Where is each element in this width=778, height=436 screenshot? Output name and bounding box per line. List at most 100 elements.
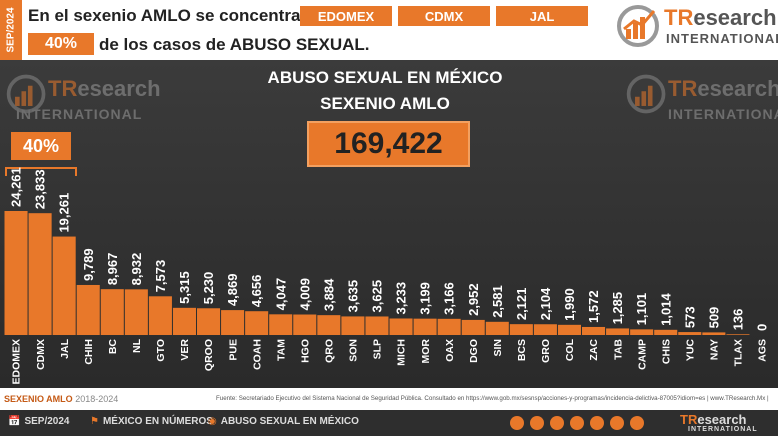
bar-slp [365, 316, 389, 335]
category-label-tlax: TLAX [733, 339, 745, 366]
bar-cdmx [28, 213, 52, 335]
category-label-hgo: HGO [299, 339, 311, 363]
category-label-oax: OAX [444, 339, 456, 362]
map-icon: ⚑ [90, 416, 99, 427]
category-label-slp: SLP [372, 339, 384, 359]
category-label-zac: ZAC [588, 339, 600, 361]
footer-section-2[interactable]: ◉ ABUSO SEXUAL EN MÉXICO [208, 416, 359, 427]
value-label-ags: 0 [755, 324, 770, 331]
value-label-chih: 9,789 [81, 248, 96, 281]
footer-date: 📅 SEP/2024 [8, 416, 70, 427]
value-label-tab: 1,285 [610, 292, 625, 325]
instagram-icon[interactable] [530, 416, 544, 430]
category-label-pue: PUE [227, 339, 239, 361]
headline-line1: En el sexenio AMLO se concentran en [28, 6, 336, 25]
value-label-pue: 4,869 [225, 274, 240, 307]
bar-col [557, 324, 581, 335]
bar-yuc [678, 332, 702, 335]
value-label-ver: 5,315 [177, 271, 192, 304]
value-label-jal: 19,261 [57, 193, 72, 233]
brand-international: INTERNATIONAL [666, 31, 778, 46]
bar-jal [52, 236, 76, 335]
value-label-oax: 3,166 [442, 282, 457, 315]
total-box: 169,422 [307, 121, 470, 167]
state-tag-edomex: EDOMEX [300, 6, 392, 26]
value-label-hgo: 4,009 [297, 278, 312, 311]
value-label-tam: 4,047 [273, 278, 288, 311]
bar-bc [100, 289, 124, 335]
state-tag-jal: JAL [496, 6, 588, 26]
value-label-mich: 3,233 [394, 282, 409, 315]
whatsapp-icon[interactable] [510, 416, 524, 430]
category-label-tab: TAB [612, 339, 624, 360]
category-label-gto: GTO [155, 339, 167, 362]
category-label-cdmx: CDMX [35, 339, 47, 370]
value-label-dgo: 2,952 [466, 283, 481, 316]
source-bar [0, 388, 778, 410]
category-label-ags: AGS [757, 339, 769, 362]
footer-section-1[interactable]: ⚑ MÉXICO EN NÚMEROS [90, 416, 213, 427]
value-label-sin: 2,581 [490, 285, 505, 318]
watermark-esearch-right: esearch [697, 76, 778, 101]
bar-mor [413, 318, 437, 335]
category-label-camp: CAMP [636, 339, 648, 370]
watermark-esearch: esearch [77, 76, 161, 101]
bar-chart: 24,261 EDOMEX 23,833 CDMX 19,261 JAL 9,789 CHIH… [4, 167, 770, 385]
value-label-edomex: 24,261 [9, 167, 24, 207]
category-label-bcs: BCS [516, 339, 528, 361]
category-label-chis: CHIS [660, 339, 672, 364]
bar-gro [533, 324, 557, 335]
bracket-line [5, 167, 77, 176]
value-label-yuc: 573 [682, 306, 697, 328]
category-label-edomex: EDOMEX [11, 339, 23, 385]
value-label-slp: 3,625 [370, 280, 385, 313]
value-label-son: 3,635 [345, 280, 360, 313]
source-text: Fuente: Secretariado Ejecutivo del Siste… [216, 395, 769, 402]
value-label-nay: 509 [706, 307, 721, 329]
value-label-bc: 8,967 [105, 253, 120, 286]
youtube-icon[interactable] [630, 416, 644, 430]
footer-brand-international: INTERNATIONAL [688, 426, 758, 433]
value-label-tlax: 136 [730, 309, 745, 331]
category-label-nay: NAY [709, 339, 721, 360]
linkedin-icon[interactable] [610, 416, 624, 430]
watermark-logo-right: TResearch INTERNATIONAL [624, 72, 778, 126]
watermark-tr-right: TR [668, 76, 698, 101]
social-icons [510, 416, 644, 430]
tiktok-icon[interactable] [570, 416, 584, 430]
value-label-nl: 8,932 [129, 253, 144, 286]
category-label-mich: MICH [396, 339, 408, 366]
watermark-international-right: INTERNATIONAL [668, 106, 778, 122]
watermark-logo-left: TResearch INTERNATIONAL [4, 72, 161, 126]
bar-camp [630, 329, 654, 335]
category-label-chih: CHIH [83, 339, 95, 365]
value-label-coah: 4,656 [249, 275, 264, 308]
category-label-sin: SIN [492, 339, 504, 357]
bar-qro [317, 315, 341, 335]
brand-tr: TR [664, 5, 694, 30]
category-label-yuc: YUC [684, 339, 696, 362]
period-label: SEXENIO AMLO 2018-2024 [4, 394, 119, 404]
category-label-mor: MOR [420, 339, 432, 364]
bar-tam [269, 314, 293, 335]
footer-brand: TResearch [680, 412, 747, 427]
watermark-international: INTERNATIONAL [16, 106, 143, 122]
date-tag: SEP/2024 [5, 7, 17, 53]
category-label-dgo: DGO [468, 339, 480, 363]
bar-tlax [726, 334, 750, 335]
value-label-mor: 3,199 [418, 282, 433, 315]
bar-qroo [197, 308, 221, 335]
chart-title: ABUSO SEXUAL EN MÉXICO [267, 68, 503, 87]
value-label-qroo: 5,230 [201, 272, 216, 305]
category-label-bc: BC [107, 339, 119, 355]
facebook-icon[interactable] [590, 416, 604, 430]
bar-chis [654, 329, 678, 335]
value-label-qro: 3,884 [321, 278, 336, 311]
bar-oax [437, 318, 461, 335]
x-icon[interactable] [550, 416, 564, 430]
bar-edomex [4, 211, 28, 335]
bar-hgo [293, 314, 317, 335]
category-label-col: COL [564, 338, 576, 361]
value-label-camp: 1,101 [634, 293, 649, 326]
headline-line2: de los casos de ABUSO SEXUAL. [99, 35, 370, 54]
